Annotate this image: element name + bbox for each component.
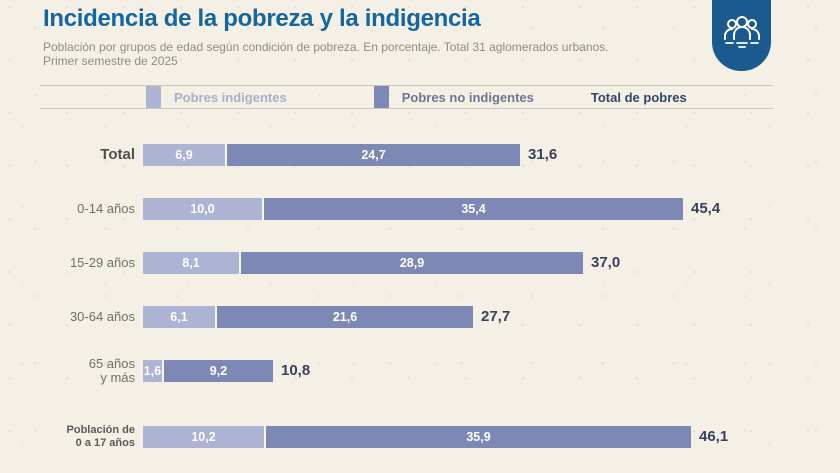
bar-segment-non-indigent: 21,6 <box>217 306 473 328</box>
legend-label: Pobres indigentes <box>174 89 287 105</box>
page-title: Incidencia de la pobreza y la indigencia <box>43 5 481 32</box>
row-label-line: y más <box>100 370 135 385</box>
bar-segment-non-indigent: 9,2 <box>164 360 273 382</box>
row-label-line: 15-29 años <box>69 255 135 270</box>
indigent-swatch-icon <box>146 86 161 108</box>
bar-segment-indigent: 1,6 <box>143 360 164 382</box>
chart-row: 30-64 años 6,1 21,6 27,7 <box>40 306 830 328</box>
chart-row: 0-14 años 10,0 35,4 45,4 <box>40 198 830 220</box>
row-label: 15-29 años <box>40 256 135 270</box>
legend-label: Total de pobres <box>590 89 687 105</box>
total-value: 31,6 <box>528 146 558 163</box>
row-label: 0-14 años <box>40 202 135 216</box>
bar-segment-indigent: 8,1 <box>143 252 241 274</box>
total-value: 46,1 <box>699 428 729 445</box>
bar-segment-non-indigent: 35,4 <box>264 198 683 220</box>
chart-row: Total 6,9 24,7 31,6 <box>40 144 830 166</box>
legend-item-total-de-pobres: Total de pobres <box>591 86 687 108</box>
bar-segment-non-indigent: 28,9 <box>241 252 583 274</box>
row-label-line: 65 años <box>88 356 135 371</box>
logo-badge <box>712 0 771 71</box>
row-label: 65 años y más <box>40 357 135 385</box>
total-value: 27,7 <box>481 308 511 325</box>
row-label: Población de 0 a 17 años <box>40 424 135 450</box>
total-value: 10,8 <box>281 362 311 379</box>
bar-segment-non-indigent: 24,7 <box>227 144 520 166</box>
row-label: Total <box>40 146 135 163</box>
total-value: 45,4 <box>691 200 721 217</box>
people-group-icon <box>723 15 760 48</box>
legend-label: Pobres no indigentes <box>401 89 534 105</box>
chart-row: 15-29 años 8,1 28,9 37,0 <box>40 252 830 274</box>
row-label: 30-64 años <box>40 310 135 324</box>
chart-row: Población de 0 a 17 años 10,2 35,9 46,1 <box>40 424 830 450</box>
non-indigent-swatch-icon <box>373 86 389 108</box>
legend: Pobres indigentes Pobres no indigentes T… <box>40 85 773 109</box>
row-label-line: 30-64 años <box>69 309 135 324</box>
bar-segment-non-indigent: 35,9 <box>266 426 691 448</box>
subtitle-line-1: Población por grupos de edad según condi… <box>43 40 609 54</box>
row-label-line: Población de <box>66 424 135 436</box>
chart-row: 65 años y más 1,6 9,2 10,8 <box>40 357 830 385</box>
bar-segment-indigent: 6,9 <box>143 144 227 166</box>
row-label-line: 0-14 años <box>77 201 135 216</box>
legend-item-pobres-no-indigentes: Pobres no indigentes <box>373 86 534 108</box>
chart-subtitle: Población por grupos de edad según condi… <box>43 40 609 68</box>
bar-segment-indigent: 6,1 <box>143 306 217 328</box>
poverty-bar-chart: Total 6,9 24,7 31,6 0-14 años 10,0 35,4 45,4 15-… <box>40 107 830 450</box>
row-label-line: Total <box>100 146 135 163</box>
bar-segment-indigent: 10,0 <box>143 198 264 220</box>
row-label-line: 0 a 17 años <box>75 437 135 449</box>
bar-segment-indigent: 10,2 <box>143 426 266 448</box>
total-value: 37,0 <box>591 254 621 271</box>
legend-item-pobres-indigentes: Pobres indigentes <box>146 86 287 108</box>
subtitle-line-2: Primer semestre de 2025 <box>43 54 178 68</box>
